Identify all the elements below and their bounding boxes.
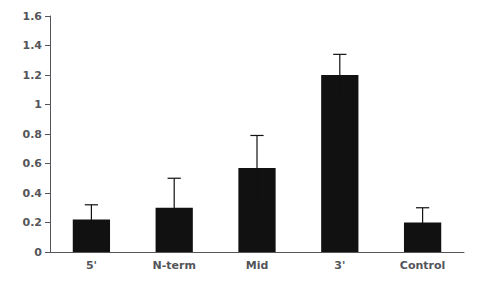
svg-text:0.8: 0.8 [23,128,43,141]
svg-text:0.4: 0.4 [23,187,43,200]
svg-text:0: 0 [34,246,42,259]
svg-text:1.4: 1.4 [23,39,43,52]
svg-text:Control: Control [400,259,445,272]
svg-text:0.6: 0.6 [23,157,43,170]
svg-text:N-term: N-term [153,259,196,272]
svg-text:1: 1 [34,98,42,111]
svg-text:3': 3' [334,259,345,272]
svg-text:Mid: Mid [246,259,269,272]
svg-text:1.2: 1.2 [23,69,43,82]
svg-text:5': 5' [86,259,97,272]
svg-text:1.6: 1.6 [23,10,43,23]
svg-text:0.2: 0.2 [23,216,43,229]
